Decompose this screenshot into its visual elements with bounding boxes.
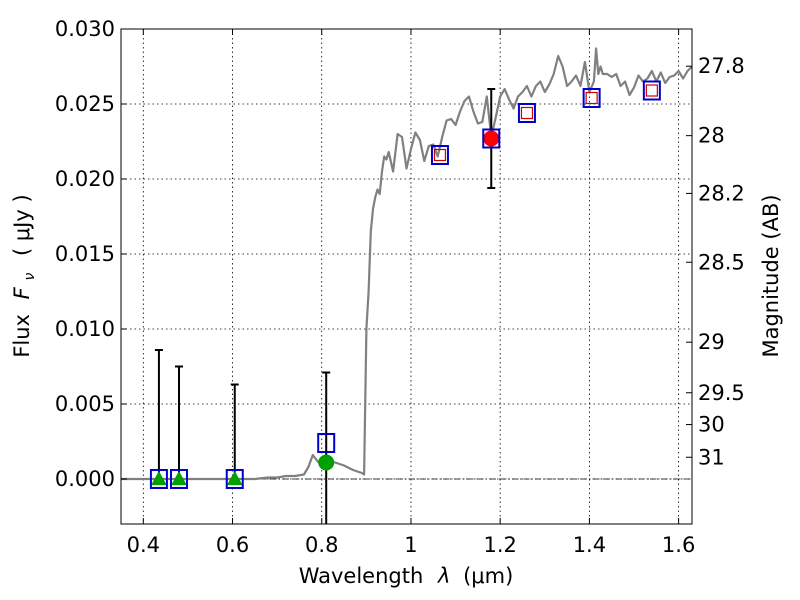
- y-tick-label: 0.015: [55, 242, 115, 266]
- y-axis-label-unit: ( μJy ): [10, 194, 34, 256]
- x-tick-label: 1.6: [662, 533, 695, 557]
- model-square-marker: [482, 128, 501, 149]
- x-axis-label-symbol: λ: [437, 564, 450, 588]
- y-tick-label: 0.025: [55, 92, 115, 116]
- y-axis-label: Flux F ν ( μJy ): [10, 194, 39, 357]
- y-tick-label: 0.005: [55, 392, 115, 416]
- grid: [121, 28, 692, 524]
- observed-triangle-marker: [171, 470, 187, 486]
- right-tick-label: 28.2: [698, 181, 745, 205]
- model-square-marker: [149, 469, 168, 489]
- small-square-marker: [585, 91, 598, 105]
- sed-line-layer: [121, 47, 693, 481]
- model-square-marker: [517, 103, 536, 123]
- x-tick-label: 0.6: [216, 533, 249, 557]
- right-axis-label: Magnitude (AB): [759, 194, 783, 357]
- x-tick-label: 0.8: [305, 533, 338, 557]
- model-square-marker: [225, 469, 244, 489]
- plot-frame: [120, 28, 693, 525]
- right-tick-label: 28.5: [698, 250, 745, 274]
- right-tick-label: 29: [698, 330, 725, 354]
- y-tick-label: 0.030: [55, 17, 115, 41]
- right-tick-label: 27.8: [698, 54, 745, 78]
- model-square-marker: [582, 88, 601, 108]
- axis-ticks: 0.4 0.6 0.8 1 1.2 1.4 1.6 0.000 0.005 0.010 0.015 0…: [55, 17, 745, 557]
- y-tick-label: 0.010: [55, 317, 115, 341]
- y-tick-label: 0.020: [55, 167, 115, 191]
- observed-triangle-marker: [151, 470, 167, 486]
- small-square-marker: [645, 84, 658, 97]
- y-axis-label-symbol: F: [10, 286, 34, 299]
- y-tick-label: 0.000: [55, 467, 115, 491]
- model-square-marker: [169, 469, 188, 489]
- small-square-marker: [520, 106, 534, 120]
- small-square-marker: [433, 148, 447, 162]
- data-points: [149, 80, 661, 489]
- y-axis-label-subscript: ν: [22, 273, 38, 281]
- right-tick-label: 28: [698, 124, 725, 148]
- model-square-marker: [642, 80, 661, 101]
- x-axis-label-unit: (μm): [463, 564, 513, 588]
- model-square-marker: [317, 433, 336, 453]
- x-tick-label: 0.4: [127, 533, 160, 557]
- x-tick-label: 1.2: [483, 533, 516, 557]
- x-axis-label: Wavelength λ (μm): [299, 564, 514, 588]
- x-tick-label: 1.4: [573, 533, 606, 557]
- right-tick-label: 31: [698, 445, 725, 469]
- right-tick-label: 29.5: [698, 381, 745, 405]
- x-axis-label-prefix: Wavelength: [299, 564, 424, 588]
- y-axis-label-prefix: Flux: [10, 314, 34, 358]
- observed-circle-marker: [318, 454, 335, 471]
- sed-line: [121, 47, 693, 481]
- x-tick-label: 1: [404, 533, 417, 557]
- model-square-marker: [430, 145, 449, 165]
- right-tick-label: 30: [698, 413, 725, 437]
- observed-triangle-marker: [226, 470, 243, 486]
- observed-circle-marker: [483, 130, 500, 147]
